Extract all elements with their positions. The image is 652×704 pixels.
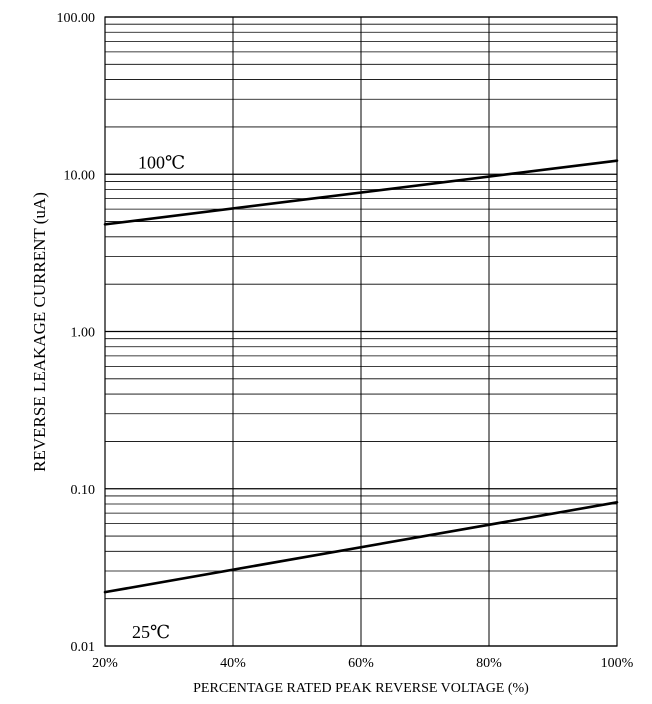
series-label: 100℃ bbox=[138, 152, 185, 172]
x-tick-label: 40% bbox=[220, 656, 246, 671]
series-line bbox=[103, 159, 619, 226]
y-tick-label: 1.00 bbox=[71, 326, 96, 341]
grid-layer bbox=[104, 16, 618, 647]
series-label: 25℃ bbox=[132, 622, 170, 642]
y-tick-label: 100.00 bbox=[57, 11, 96, 26]
y-axis-title: REVERSE LEAKAGE CURRENT (uA) bbox=[30, 192, 49, 472]
tick-label-layer: 0.01 0.10 1.00 10.00 100.00 20% 40% 60% 80% 100% bbox=[57, 11, 634, 671]
x-tick-label: 60% bbox=[348, 656, 374, 671]
x-tick-label: 100% bbox=[601, 656, 634, 671]
series-line bbox=[103, 501, 619, 594]
plot-frame bbox=[104, 16, 618, 647]
series-layer: 100℃ 25℃ bbox=[103, 152, 619, 642]
x-axis-title: PERCENTAGE RATED PEAK REVERSE VOLTAGE (%… bbox=[193, 681, 529, 696]
y-tick-label: 0.10 bbox=[71, 483, 96, 498]
y-tick-label: 0.01 bbox=[71, 640, 96, 655]
x-tick-label: 20% bbox=[92, 656, 118, 671]
x-tick-label: 80% bbox=[476, 656, 502, 671]
y-tick-label: 10.00 bbox=[64, 168, 96, 183]
